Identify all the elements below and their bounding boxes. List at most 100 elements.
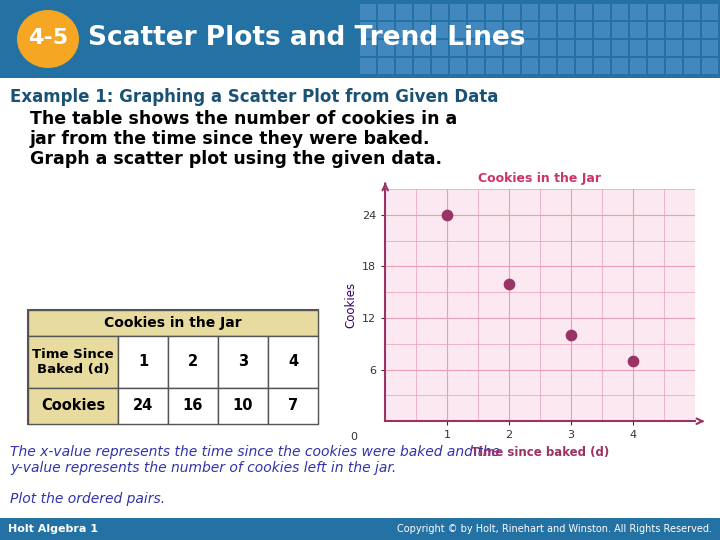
Text: Use the table to make ordered pairs: Use the table to make ordered pairs [28,335,279,349]
Text: The table shows the number of cookies in a: The table shows the number of cookies in… [30,110,457,128]
Bar [378,4,394,20]
Bar [486,22,502,38]
Bar [702,4,718,20]
Bar [468,40,484,56]
Bar [612,4,628,20]
Bar [684,22,700,38]
Bar [540,22,556,38]
Bar [468,58,484,74]
Bar [522,22,538,38]
Text: jar from the time since they were baked.: jar from the time since they were baked. [30,130,431,148]
Bar [594,40,610,56]
Text: 10: 10 [233,399,253,414]
Bar [396,40,412,56]
Point [565,331,577,340]
Bar [450,22,466,38]
Bar [118,388,168,424]
Bar [612,22,628,38]
Bar [702,40,718,56]
Bar [522,58,538,74]
Bar [218,336,268,388]
Bar [432,22,448,38]
Text: 3: 3 [238,354,248,369]
Bar [558,58,574,74]
Text: 24: 24 [133,399,153,414]
Bar [28,310,318,336]
Bar [268,336,318,388]
Bar [378,58,394,74]
Bar [648,40,664,56]
Bar [558,22,574,38]
Bar [504,58,520,74]
Bar [630,58,646,74]
Bar [432,40,448,56]
Bar [486,40,502,56]
Bar [684,58,700,74]
Text: Example 1: Graphing a Scatter Plot from Given Data: Example 1: Graphing a Scatter Plot from … [10,88,498,106]
Bar [576,40,592,56]
Bar [684,40,700,56]
Bar [612,58,628,74]
Bar [522,4,538,20]
Text: Graph a scatter plot using the given data.: Graph a scatter plot using the given dat… [30,150,442,168]
Bar [540,58,556,74]
Bar [666,22,682,38]
Bar [666,4,682,20]
Title: Cookies in the Jar: Cookies in the Jar [479,172,601,185]
Bar [522,40,538,56]
Bar [450,4,466,20]
Y-axis label: Cookies: Cookies [345,282,358,328]
Bar [414,22,430,38]
Bar [630,22,646,38]
Text: 1: 1 [138,354,148,369]
Bar [486,58,502,74]
Bar [28,336,118,388]
Bar [268,388,318,424]
Bar [666,40,682,56]
Bar [396,22,412,38]
Bar [648,58,664,74]
Text: Holt Algebra 1: Holt Algebra 1 [8,524,98,534]
Text: for the scatter plot.: for the scatter plot. [28,351,163,365]
Bar [504,4,520,20]
Ellipse shape [17,10,79,68]
Text: The x-value represents the time since the cookies were baked and the: The x-value represents the time since th… [10,445,500,459]
Bar [396,58,412,74]
Bar [218,388,268,424]
Bar [594,22,610,38]
Bar [540,4,556,20]
Point [627,357,639,366]
Bar [666,58,682,74]
Bar [0,0,720,78]
Bar [684,4,700,20]
Bar [168,388,218,424]
Bar [0,518,720,540]
Bar [450,58,466,74]
Bar [378,22,394,38]
Bar [450,40,466,56]
Text: 7: 7 [288,399,298,414]
Text: y-value represents the number of cookies left in the jar.: y-value represents the number of cookies… [10,461,396,475]
Bar [702,22,718,38]
Bar [486,4,502,20]
Bar [558,40,574,56]
Bar [378,40,394,56]
Text: 0: 0 [351,433,358,442]
Bar [360,22,376,38]
Bar [118,336,168,388]
Bar [576,22,592,38]
Text: Cookies: Cookies [41,399,105,414]
Bar [360,4,376,20]
Text: Plot the ordered pairs.: Plot the ordered pairs. [10,492,165,506]
Bar [414,4,430,20]
Bar [504,40,520,56]
Bar [612,40,628,56]
Bar [360,58,376,74]
Bar [396,4,412,20]
Text: Scatter Plots and Trend Lines: Scatter Plots and Trend Lines [88,25,526,51]
Point [441,211,453,219]
Text: 2: 2 [188,354,198,369]
X-axis label: Time since baked (d): Time since baked (d) [471,446,609,459]
Bar [28,310,318,424]
Text: 4-5: 4-5 [28,28,68,48]
